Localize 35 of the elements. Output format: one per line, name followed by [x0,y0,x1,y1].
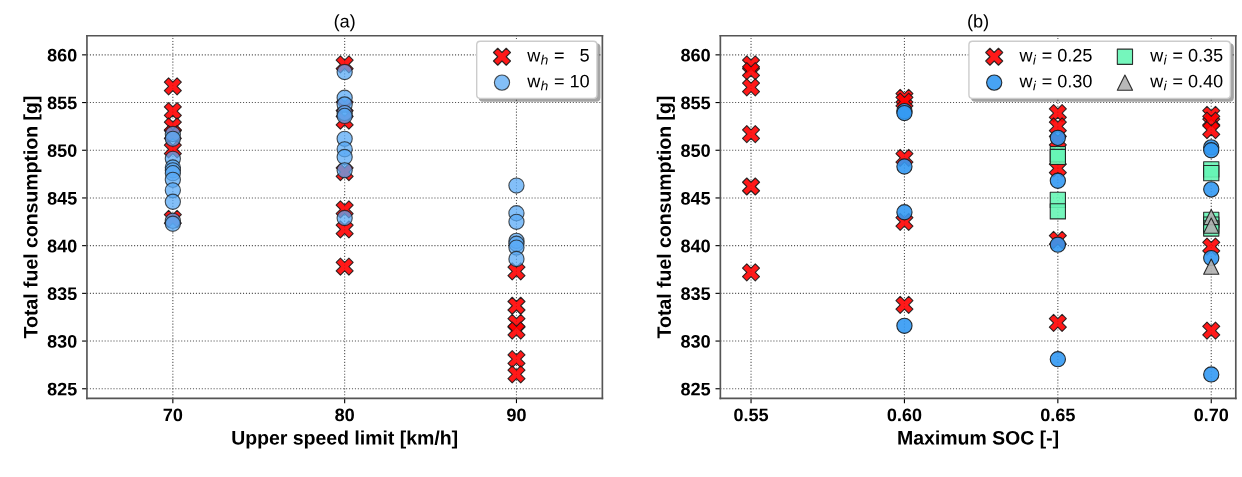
y-tick-label: 835 [681,287,711,301]
chart-title: (b) [968,14,988,32]
y-tick-label: 850 [47,144,77,157]
legend-label: w$_{h}$ = 5 [527,49,589,65]
y-tick-label: 845 [47,191,77,205]
y-tick-label: 855 [681,96,711,110]
y-tick-label: 840 [681,239,710,253]
y-tick-label: 860 [681,48,710,62]
y-tick-label: 830 [47,334,77,348]
legend-label: w$_{i}$ = 0.25 [1019,48,1092,65]
x-tick-label: 0.60 [887,408,922,422]
x-tick-label: 0.70 [1194,408,1229,422]
legend-label: w$_{i}$ = 0.35 [1150,48,1223,65]
legend-label: w$_{h}$ = 10 [527,74,589,91]
x-tick-label: 0.55 [734,408,769,422]
y-tick-label: 855 [47,96,77,110]
y-tick-label: 860 [47,48,77,62]
x-tick-label: 80 [335,408,354,422]
x-tick-label: 90 [507,408,526,422]
legend-label: w$_{i}$ = 0.30 [1019,74,1092,91]
y-tick-label: 850 [681,144,710,157]
y-tick-label: 825 [47,382,77,396]
y-axis-title: Total fuel consumption [g] [656,96,675,339]
y-tick-label: 840 [47,239,77,253]
x-tick-label: 70 [163,408,183,422]
y-tick-label: 845 [681,191,711,205]
x-axis-title: Upper speed limit [km/h] [232,430,458,449]
y-tick-label: 835 [47,287,77,301]
y-tick-label: 825 [681,382,711,396]
y-tick-label: 830 [681,334,710,348]
legend-label: w$_{i}$ = 0.40 [1150,74,1223,91]
x-tick-label: 0.65 [1040,408,1075,422]
y-axis-title: Total fuel consumption [g] [23,96,42,339]
x-axis-title: Maximum SOC [-] [898,430,1059,449]
chart-title: (a) [334,14,355,32]
